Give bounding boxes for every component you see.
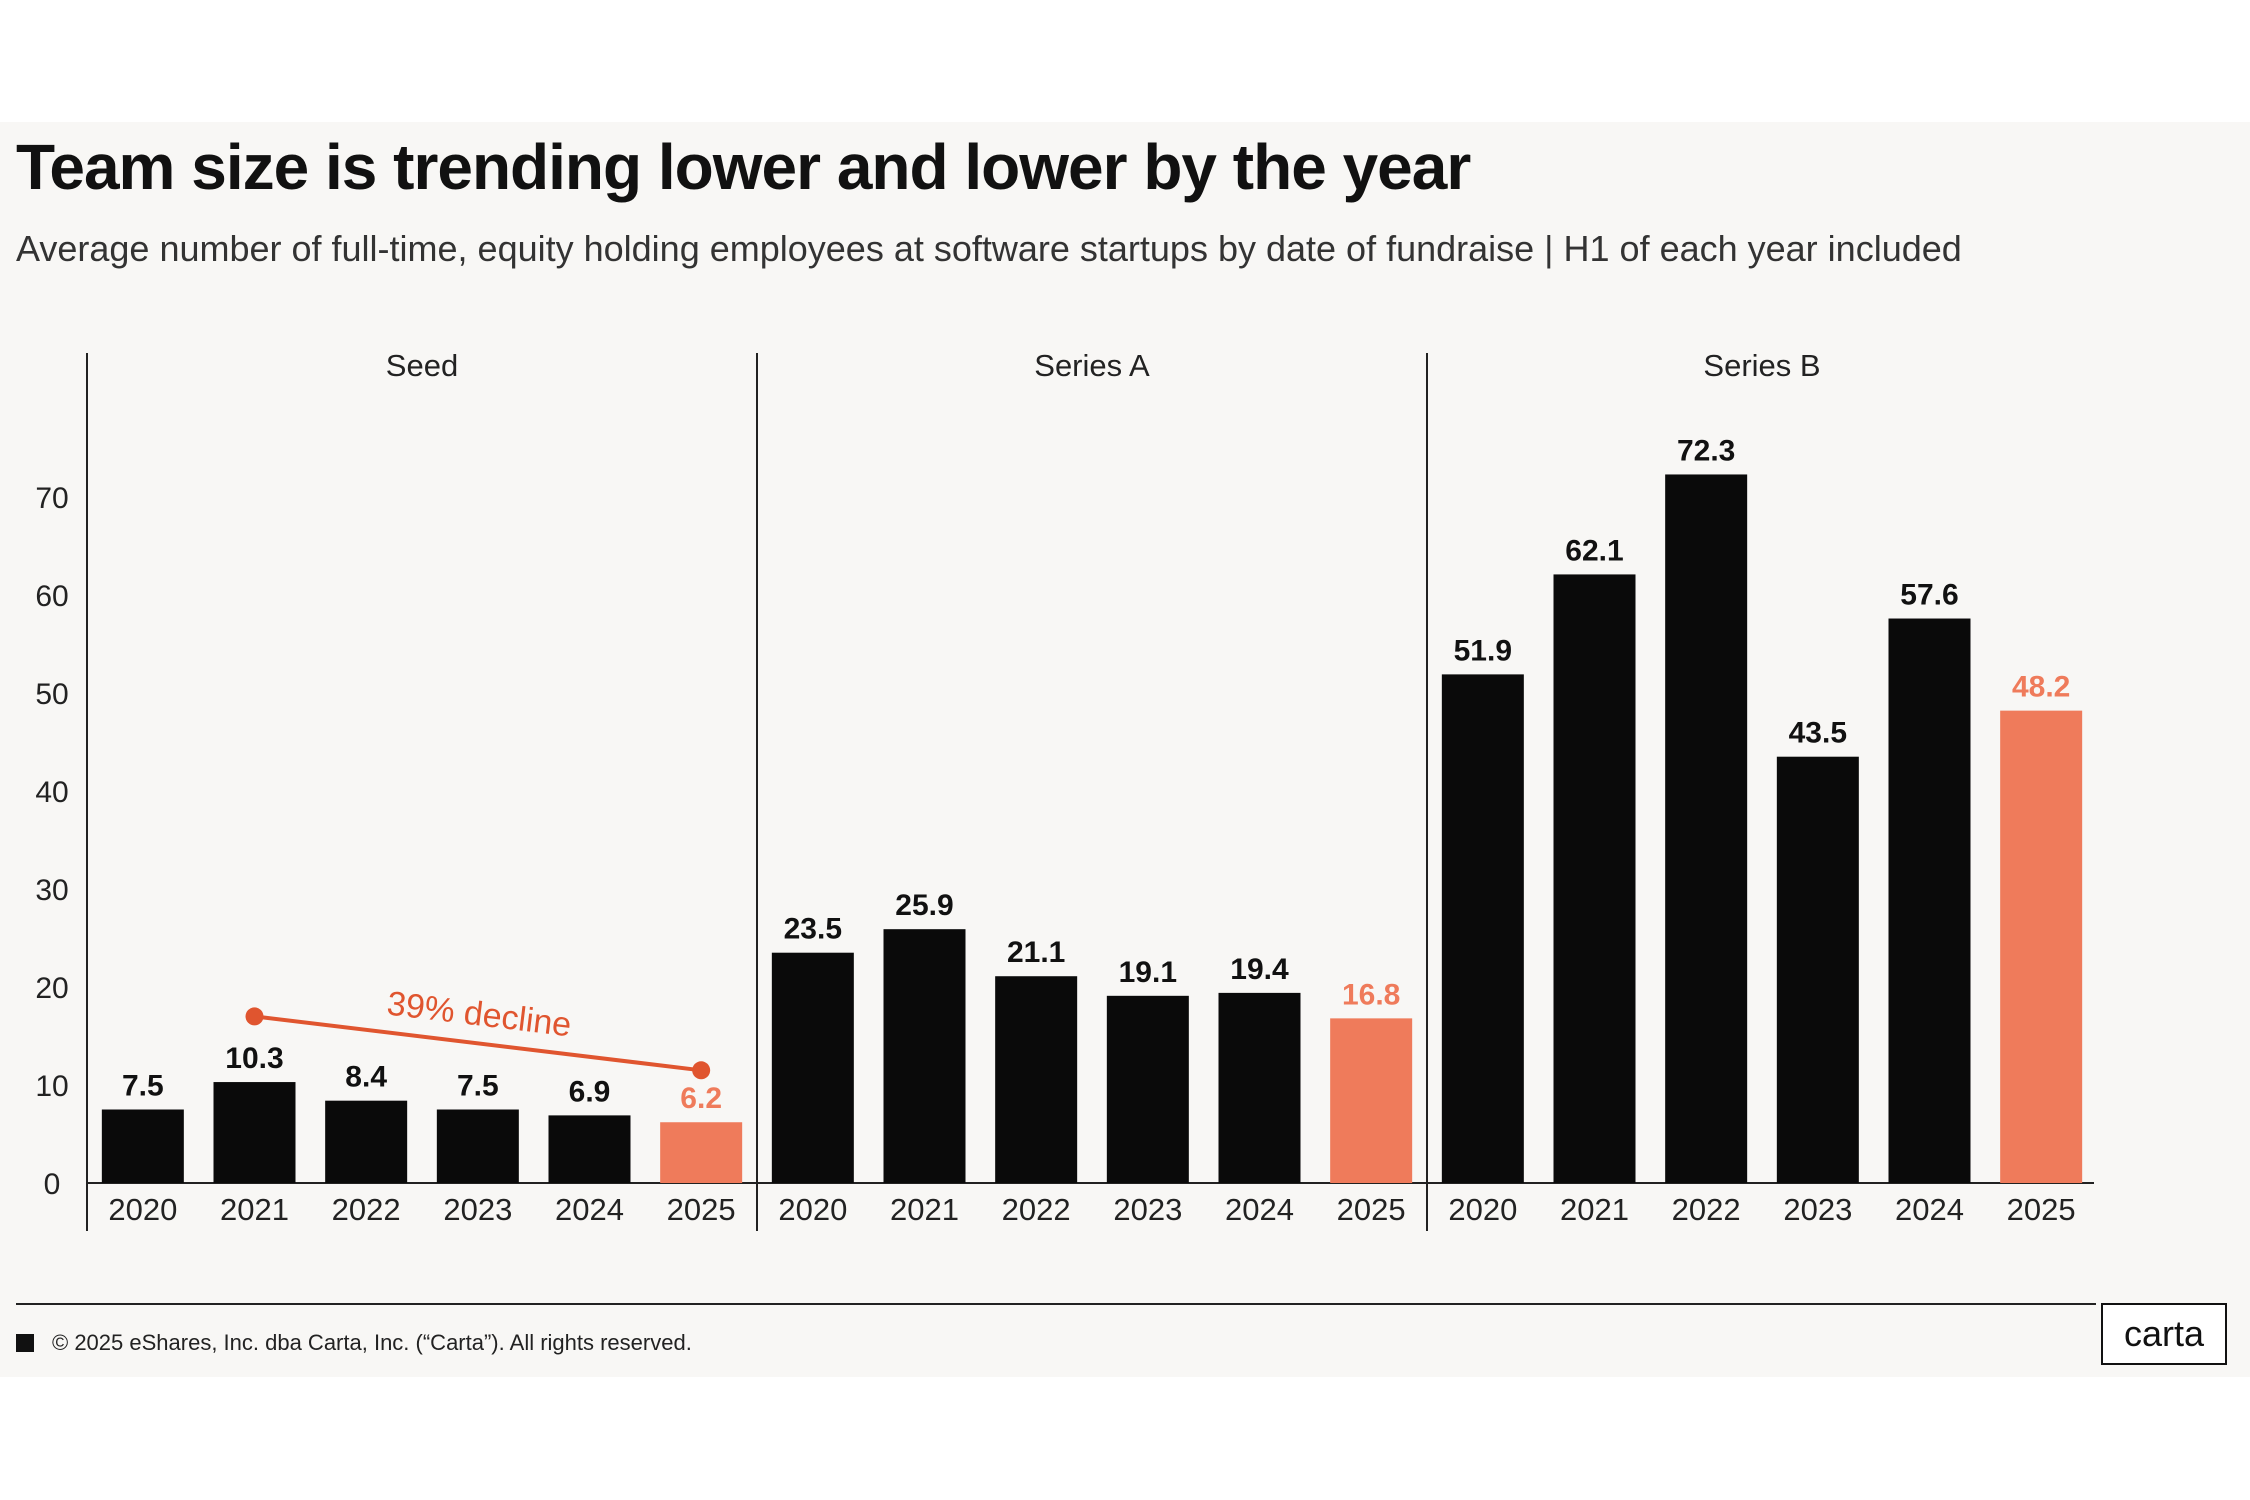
chart-subtitle: Average number of full-time, equity hold…: [16, 228, 1962, 269]
x-tick-label: 2023: [1113, 1192, 1182, 1227]
x-tick-label: 2023: [1783, 1192, 1852, 1227]
group-label: Series B: [1703, 348, 1820, 383]
bar: [325, 1100, 408, 1183]
bar: [995, 976, 1078, 1183]
y-tick-label: 0: [44, 1168, 61, 1201]
data-label: 23.5: [784, 913, 842, 946]
bar: [883, 929, 966, 1183]
data-label: 16.8: [1342, 978, 1400, 1011]
data-label: 72.3: [1677, 434, 1735, 467]
bar: [660, 1122, 743, 1183]
bar: [1776, 756, 1859, 1183]
y-tick-label: 60: [35, 580, 68, 613]
x-tick-label: 2021: [890, 1192, 959, 1227]
decline-end-marker: [692, 1061, 711, 1080]
data-label: 6.9: [569, 1075, 611, 1108]
x-tick-label: 2022: [332, 1192, 401, 1227]
y-tick-label: 20: [35, 972, 68, 1005]
data-label: 8.4: [345, 1061, 387, 1094]
x-tick-label: 2025: [1337, 1192, 1406, 1227]
team-size-bar-chart: 0 10 20 30 40 50 60 70 Seed 7.5 2020 10.3 2021 8.4 202…: [35, 348, 2094, 1231]
copyright-notice: © 2025 eShares, Inc. dba Carta, Inc. (“C…: [52, 1330, 692, 1355]
data-label: 19.4: [1230, 953, 1289, 986]
x-tick-label: 2020: [778, 1192, 847, 1227]
y-tick-label: 50: [35, 678, 68, 711]
x-tick-label: 2024: [1225, 1192, 1294, 1227]
y-tick-label: 10: [35, 1070, 68, 1103]
data-label: 21.1: [1007, 936, 1065, 969]
data-label: 48.2: [2012, 671, 2070, 704]
carta-logo-text: carta: [2123, 1313, 2205, 1354]
data-label: 51.9: [1454, 634, 1512, 667]
data-label: 10.3: [225, 1042, 283, 1075]
x-tick-label: 2020: [108, 1192, 177, 1227]
footer-square-icon: [16, 1334, 34, 1352]
x-tick-label: 2025: [2007, 1192, 2076, 1227]
bar: [213, 1082, 296, 1183]
x-tick-label: 2022: [1002, 1192, 1071, 1227]
bar: [1888, 618, 1971, 1183]
carta-logo: carta: [2101, 1303, 2227, 1365]
group-label: Series A: [1034, 348, 1150, 383]
x-tick-label: 2022: [1672, 1192, 1741, 1227]
data-label: 6.2: [680, 1082, 722, 1115]
x-tick-label: 2024: [1895, 1192, 1964, 1227]
data-label: 43.5: [1789, 717, 1847, 750]
chart-title: Team size is trending lower and lower by…: [16, 131, 1471, 203]
bar: [1218, 992, 1301, 1183]
data-label: 19.1: [1119, 956, 1177, 989]
y-tick-label: 40: [35, 776, 68, 809]
bar: [436, 1109, 519, 1183]
x-tick-label: 2023: [443, 1192, 512, 1227]
data-label: 25.9: [895, 889, 953, 922]
decline-line: [254, 1014, 702, 1073]
bar: [101, 1109, 184, 1183]
decline-start-marker: [245, 1007, 264, 1026]
y-tick-label: 30: [35, 874, 68, 907]
x-tick-label: 2025: [667, 1192, 736, 1227]
data-label: 62.1: [1565, 534, 1623, 567]
y-tick-label: 70: [35, 482, 68, 515]
data-label: 7.5: [457, 1070, 499, 1103]
bar: [1441, 674, 1524, 1183]
bar: [771, 952, 854, 1183]
bar: [2000, 710, 2083, 1183]
group-label: Seed: [386, 348, 458, 383]
x-tick-label: 2021: [220, 1192, 289, 1227]
bar: [548, 1115, 631, 1183]
data-label: 57.6: [1900, 579, 1958, 612]
bar: [1330, 1018, 1413, 1183]
x-tick-label: 2021: [1560, 1192, 1629, 1227]
footer-divider: [16, 1303, 2096, 1305]
bar: [1106, 995, 1189, 1183]
x-tick-label: 2024: [555, 1192, 624, 1227]
bar: [1665, 474, 1748, 1183]
bar: [1553, 574, 1636, 1183]
data-label: 7.5: [122, 1070, 164, 1103]
x-tick-label: 2020: [1448, 1192, 1517, 1227]
